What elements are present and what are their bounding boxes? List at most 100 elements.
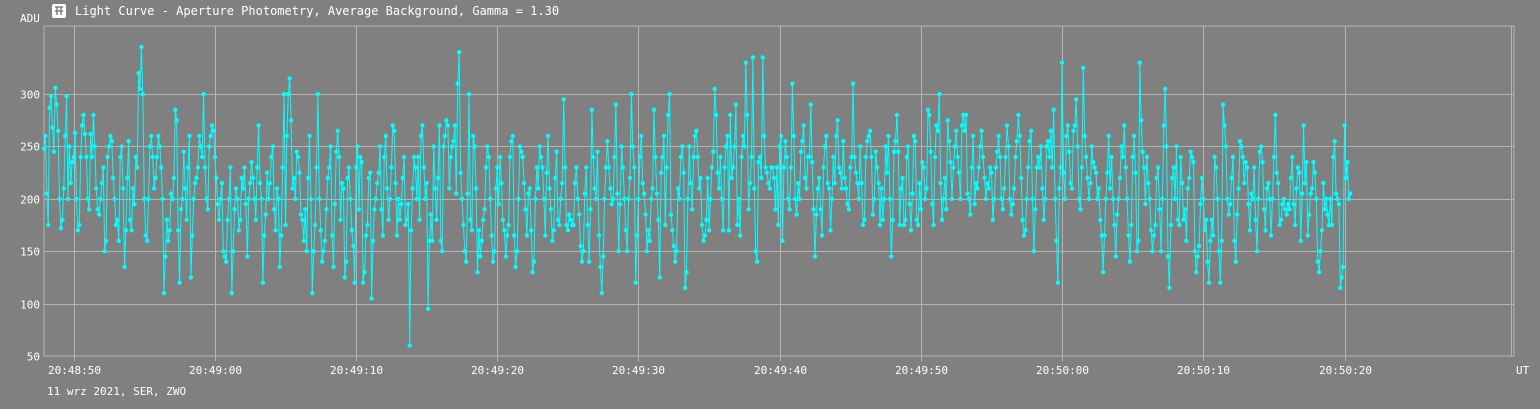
data-point: [238, 217, 243, 222]
data-point: [242, 165, 247, 170]
data-point: [205, 207, 210, 212]
data-point: [312, 222, 318, 228]
data-point: [1106, 133, 1111, 139]
data-point: [1133, 170, 1138, 175]
data-point: [1315, 259, 1320, 264]
light-curve-app-icon[interactable]: [52, 4, 66, 18]
data-point: [1072, 123, 1078, 128]
data-point: [1260, 160, 1265, 165]
data-point: [1209, 217, 1215, 222]
data-point: [817, 175, 822, 181]
data-point: [320, 259, 325, 264]
data-point: [939, 217, 945, 222]
data-point: [1336, 201, 1342, 207]
data-point: [1120, 154, 1126, 160]
data-point: [560, 180, 565, 186]
data-point: [418, 133, 424, 139]
data-point: [978, 144, 983, 149]
data-point: [558, 196, 563, 202]
data-point: [1329, 222, 1335, 228]
data-point: [1343, 175, 1349, 181]
data-point: [458, 170, 463, 175]
data-point: [345, 175, 350, 181]
data-point: [574, 165, 579, 170]
data-point: [742, 144, 747, 149]
data-point: [103, 238, 109, 243]
y-tick-label: 50: [27, 351, 40, 364]
data-point: [185, 165, 191, 170]
data-point: [1175, 217, 1181, 222]
data-point: [1170, 175, 1175, 181]
data-point: [298, 212, 304, 217]
data-point: [589, 107, 595, 113]
data-point: [135, 165, 140, 170]
data-point: [85, 196, 91, 202]
data-point: [348, 196, 353, 202]
data-point: [1288, 175, 1294, 181]
data-point: [294, 149, 299, 154]
data-point: [413, 165, 418, 170]
data-point: [908, 228, 914, 233]
data-point: [1154, 175, 1159, 181]
data-point: [156, 133, 161, 139]
data-point: [1220, 102, 1226, 107]
data-point: [1119, 144, 1124, 149]
data-point: [1028, 128, 1034, 133]
data-point: [424, 180, 429, 186]
data-point: [1322, 207, 1328, 212]
data-point: [397, 217, 403, 222]
data-point: [530, 270, 535, 275]
data-point: [417, 217, 422, 222]
data-point: [119, 144, 124, 149]
data-point: [1205, 259, 1210, 264]
data-point: [1240, 154, 1246, 160]
data-point: [640, 180, 645, 186]
data-point: [252, 196, 257, 202]
data-point: [79, 123, 85, 128]
data-point: [499, 180, 504, 186]
data-point: [543, 233, 548, 238]
data-point: [44, 191, 49, 196]
data-point: [562, 165, 568, 170]
data-point: [609, 201, 614, 207]
data-point: [550, 238, 555, 243]
data-point: [629, 91, 634, 97]
data-point: [1314, 196, 1319, 202]
data-point: [1311, 160, 1316, 165]
data-point: [973, 180, 979, 186]
data-point: [1062, 196, 1068, 202]
data-point: [728, 112, 733, 118]
data-point: [719, 196, 724, 202]
data-point: [105, 154, 110, 160]
data-point: [1247, 228, 1253, 233]
data-point: [606, 165, 611, 170]
data-point: [365, 222, 370, 228]
data-point: [1165, 254, 1171, 259]
data-point: [711, 149, 716, 154]
data-point: [243, 201, 249, 207]
data-point: [925, 107, 931, 113]
data-point: [58, 226, 64, 231]
data-point: [369, 296, 374, 301]
data-point: [726, 228, 732, 233]
data-point: [971, 133, 976, 139]
data-point: [985, 180, 990, 186]
data-point: [503, 254, 508, 259]
data-point: [447, 186, 452, 191]
data-point: [1253, 217, 1258, 222]
data-point: [1187, 175, 1192, 181]
data-point: [1000, 207, 1005, 212]
data-point: [325, 175, 330, 181]
data-point: [411, 154, 417, 160]
data-point: [351, 243, 356, 249]
data-point: [999, 196, 1004, 202]
data-point: [1171, 165, 1176, 170]
data-point: [433, 186, 438, 191]
data-point: [826, 186, 832, 191]
data-point: [1339, 275, 1344, 280]
data-point: [428, 212, 434, 217]
data-point: [636, 196, 641, 202]
data-point: [239, 175, 244, 181]
data-point: [962, 128, 967, 133]
data-point: [1040, 186, 1045, 191]
